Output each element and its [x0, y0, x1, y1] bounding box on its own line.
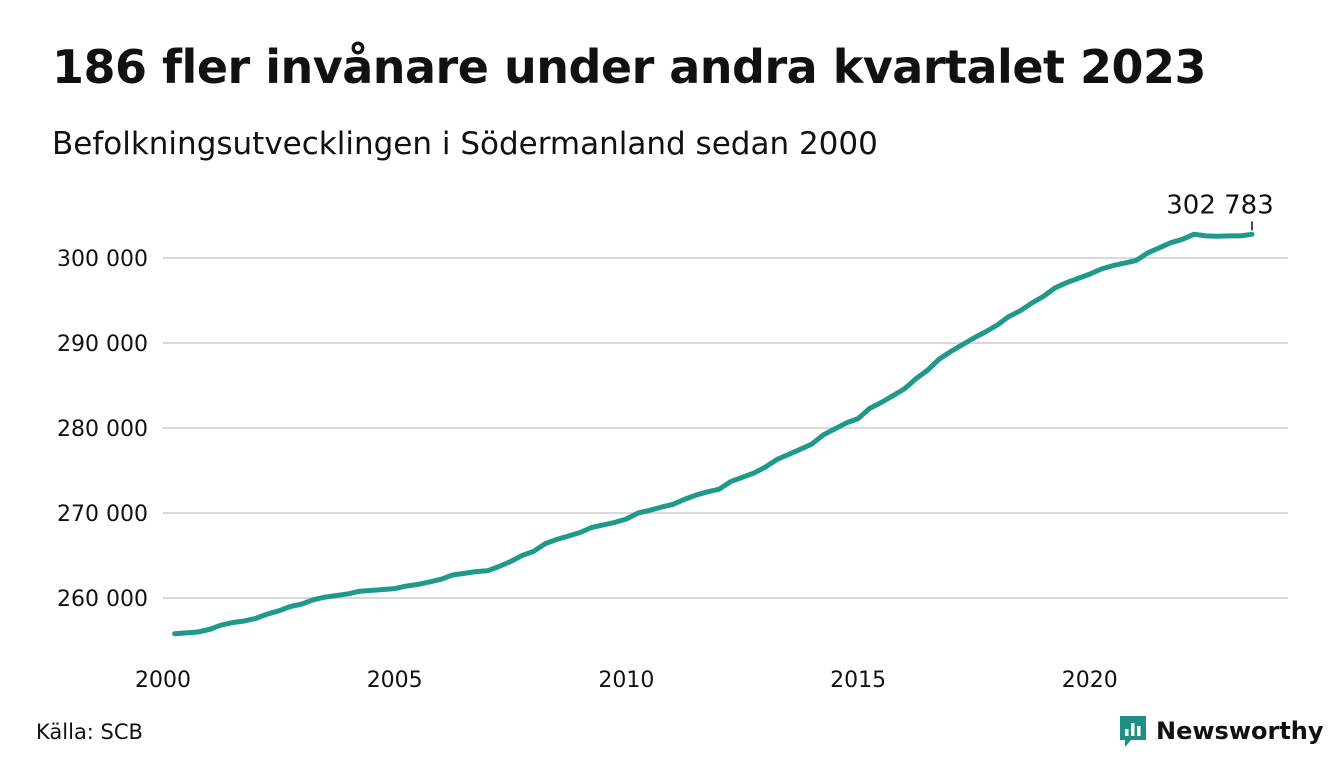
x-tick-label: 2000: [135, 668, 191, 693]
y-tick-label: 260 000: [57, 587, 148, 612]
x-tick-label: 2010: [598, 668, 654, 693]
newsworthy-logo-icon: [1120, 716, 1146, 747]
y-tick-label: 280 000: [57, 417, 148, 442]
x-tick-label: 2005: [367, 668, 423, 693]
chart-title: 186 fler invånare under andra kvartalet …: [52, 40, 1207, 94]
x-tick-label: 2020: [1062, 668, 1118, 693]
population-series-line: [172, 231, 1255, 637]
x-axis-tick-labels: 2000 2005 2010 2015 2020: [135, 668, 1118, 693]
source-note: Källa: SCB: [36, 720, 143, 744]
chart-subtitle: Befolkningsutvecklingen i Södermanland s…: [52, 126, 878, 162]
gridlines: [163, 257, 1288, 599]
y-axis-tick-labels: 260 000 270 000 280 000 290 000 300 000: [57, 247, 148, 612]
y-tick-label: 300 000: [57, 247, 148, 272]
last-value-label: 302 783: [1166, 190, 1274, 220]
x-tick-label: 2015: [830, 668, 886, 693]
y-tick-label: 270 000: [57, 502, 148, 527]
newsworthy-logo: Newsworthy: [1118, 714, 1324, 748]
newsworthy-logo-text: Newsworthy: [1156, 717, 1324, 745]
y-tick-label: 290 000: [57, 332, 148, 357]
line-chart: 260 000 270 000 280 000 290 000 300 000 2000…: [57, 190, 1288, 693]
